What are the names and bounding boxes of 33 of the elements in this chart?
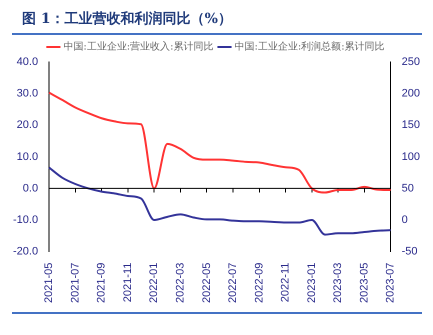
x-tick-label: 2023-01 [306, 262, 318, 304]
y2-tick-label: 250 [402, 56, 420, 68]
x-tick-label: 2022-09 [253, 262, 266, 304]
x-tick-label: 2021-09 [96, 262, 108, 304]
legend-label: 中国:工业企业:利润总额:累计同比 [234, 40, 385, 53]
x-tick-label: 2022-07 [227, 262, 240, 304]
x-tick-label: 2021-07 [69, 262, 82, 304]
x-tick-label: 2023-07 [384, 262, 397, 304]
y-tick-label: 10.0 [16, 150, 38, 163]
x-tick-label: 2021-11 [122, 262, 134, 302]
y2-tick-label: -50 [402, 246, 418, 258]
line-series [48, 166, 392, 236]
y2-tick-label: 200 [402, 88, 420, 100]
x-tick-label: 2022-01 [148, 262, 160, 304]
y-tick-label: 20.0 [16, 119, 38, 132]
y2-tick-label: 100 [402, 150, 420, 163]
x-tick-label: 2023-05 [358, 262, 370, 304]
x-tick-label: 2022-05 [200, 262, 213, 304]
x-tick-label: 2021-05 [43, 262, 56, 304]
y-tick-label: -20.0 [12, 246, 38, 258]
y2-tick-label: 50 [402, 182, 414, 194]
y2-tick-label: 0 [402, 214, 408, 226]
y-tick-label: 40.0 [16, 56, 38, 68]
y-tick-label: -10.0 [12, 214, 38, 226]
y-tick-label: 0.0 [22, 182, 38, 194]
y-tick-label: 30.0 [16, 88, 38, 100]
x-tick-label: 2023-03 [332, 262, 344, 304]
y2-tick-label: 150 [402, 119, 420, 132]
x-tick-label: 2022-11 [280, 262, 292, 302]
legend-label: 中国:工业企业:营业收入:累计同比 [63, 40, 214, 53]
x-tick-label: 2022-03 [174, 262, 186, 304]
chart-title: 图 1：工业营收和利润同比（%） [22, 10, 232, 28]
line-series [48, 92, 392, 194]
